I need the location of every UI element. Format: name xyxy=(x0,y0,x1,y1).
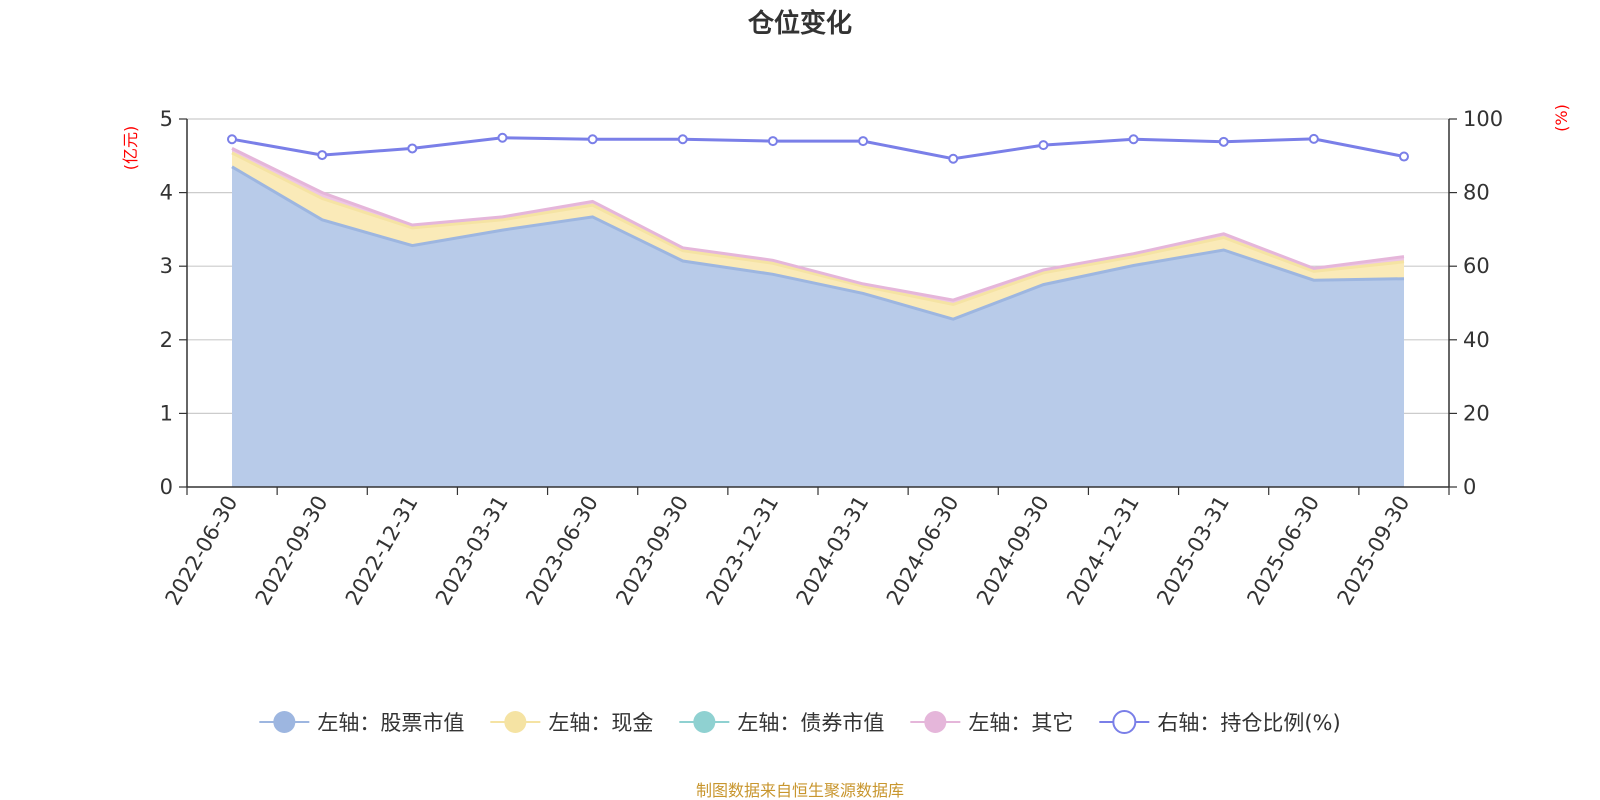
x-axis-tick-label: 2023-09-30 xyxy=(611,492,693,610)
left-axis-tick-label: 5 xyxy=(160,107,173,131)
x-axis-tick-label: 2025-09-30 xyxy=(1333,492,1415,610)
left-axis-tick-label: 1 xyxy=(160,401,173,425)
ratio-point xyxy=(1038,140,1049,151)
x-axis-tick-label: 2024-06-30 xyxy=(882,491,964,609)
left-axis-tick-label: 3 xyxy=(160,254,173,278)
stacked-areas xyxy=(231,147,1405,488)
legend-label: 右轴：持仓比例(%) xyxy=(1157,711,1340,735)
ratio-point xyxy=(948,153,959,164)
ratio-point xyxy=(227,134,237,145)
legend-marker xyxy=(693,711,716,733)
legend-item: 左轴：债券市值 xyxy=(679,711,884,735)
ratio-point xyxy=(1218,136,1229,147)
legend-label: 左轴：债券市值 xyxy=(737,711,884,735)
left-axis-tick-label: 4 xyxy=(160,181,173,205)
legend-item: 左轴：其它 xyxy=(910,711,1073,735)
ratio-point xyxy=(317,150,328,161)
ratio-point xyxy=(1128,134,1139,145)
x-axis-tick-label: 2023-06-30 xyxy=(521,492,603,610)
holding-ratio-line xyxy=(227,132,1409,164)
legend-label: 左轴：股票市值 xyxy=(317,711,464,735)
legend: 左轴：股票市值 左轴：现金 左轴：债券市值 左轴：其它 右轴：持仓比例(%) xyxy=(259,710,1341,735)
right-axis-tick-label: 100 xyxy=(1463,107,1503,131)
line-左轴：现金 xyxy=(231,151,1405,307)
ratio-point xyxy=(677,134,688,145)
x-axis-tick-label: 2023-03-31 xyxy=(431,492,513,610)
legend-item: 左轴：现金 xyxy=(490,711,653,735)
left-axis-unit: (亿元) xyxy=(121,126,140,171)
line-左轴：股票市值 xyxy=(231,165,1405,321)
ratio-line-path xyxy=(231,136,1405,161)
ratio-point xyxy=(587,134,598,145)
right-axis-tick-label: 0 xyxy=(1463,475,1476,499)
x-axis-tick-label: 2024-12-31 xyxy=(1062,492,1144,610)
legend-label: 左轴：其它 xyxy=(968,711,1073,735)
ratio-point xyxy=(1308,133,1319,144)
legend-marker xyxy=(273,711,296,733)
legend-label: 左轴：现金 xyxy=(548,711,653,735)
ratio-point xyxy=(497,132,508,143)
x-axis-tick-label: 2025-06-30 xyxy=(1242,492,1324,610)
ratio-point xyxy=(407,143,418,154)
right-axis-tick-label: 20 xyxy=(1463,401,1490,425)
ratio-point xyxy=(1399,151,1409,162)
ratio-point xyxy=(767,136,778,147)
right-axis-tick-label: 60 xyxy=(1463,254,1490,278)
legend-item: 右轴：持仓比例(%) xyxy=(1099,710,1341,735)
x-axis-tick-label: 2023-12-31 xyxy=(701,492,783,610)
x-axis-tick-label: 2022-12-31 xyxy=(341,492,423,610)
right-axis-unit: (%) xyxy=(1552,104,1571,132)
x-axis-tick-label: 2022-09-30 xyxy=(251,492,333,610)
legend-item: 左轴：股票市值 xyxy=(259,711,464,735)
left-axis-tick-label: 2 xyxy=(160,328,173,352)
right-axis-tick-label: 80 xyxy=(1463,181,1490,205)
line-左轴：其它 xyxy=(231,147,1405,302)
legend-marker xyxy=(1112,710,1137,734)
area-左轴：股票市值 xyxy=(232,166,1404,488)
legend-marker xyxy=(504,711,527,733)
left-axis-tick-label: 0 xyxy=(160,475,173,499)
x-axis-tick-label: 2025-03-31 xyxy=(1152,492,1234,610)
source-note: 制图数据来自恒生聚源数据库 xyxy=(696,781,904,800)
ratio-point xyxy=(858,136,869,147)
x-axis-tick-label: 2022-06-30 xyxy=(161,492,243,610)
x-axis-tick-label: 2024-09-30 xyxy=(972,492,1054,610)
x-axis-tick-label: 2024-03-31 xyxy=(792,492,874,610)
chart-title: 仓位变化 xyxy=(747,8,852,39)
right-axis-tick-label: 40 xyxy=(1463,328,1490,352)
legend-marker xyxy=(924,711,947,733)
